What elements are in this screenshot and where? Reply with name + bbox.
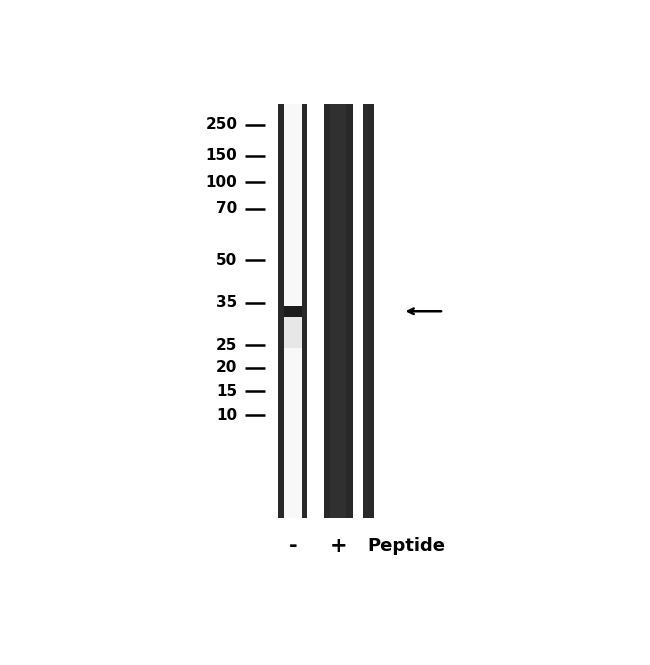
Bar — [284, 104, 302, 517]
Text: 20: 20 — [216, 360, 237, 375]
Text: +: + — [330, 536, 347, 556]
Text: 35: 35 — [216, 295, 237, 310]
Text: 250: 250 — [205, 117, 237, 132]
Text: 50: 50 — [216, 253, 237, 267]
Text: 70: 70 — [216, 201, 237, 216]
Text: 25: 25 — [216, 338, 237, 352]
Text: 15: 15 — [216, 384, 237, 398]
Bar — [284, 306, 302, 317]
Text: Peptide: Peptide — [367, 537, 445, 555]
Bar — [363, 104, 374, 517]
Bar — [284, 317, 302, 348]
Text: 10: 10 — [216, 408, 237, 423]
Bar — [278, 104, 307, 517]
Text: 150: 150 — [205, 148, 237, 163]
Bar — [324, 104, 353, 517]
Bar — [330, 104, 346, 517]
Text: 100: 100 — [205, 175, 237, 190]
Text: -: - — [289, 536, 297, 556]
